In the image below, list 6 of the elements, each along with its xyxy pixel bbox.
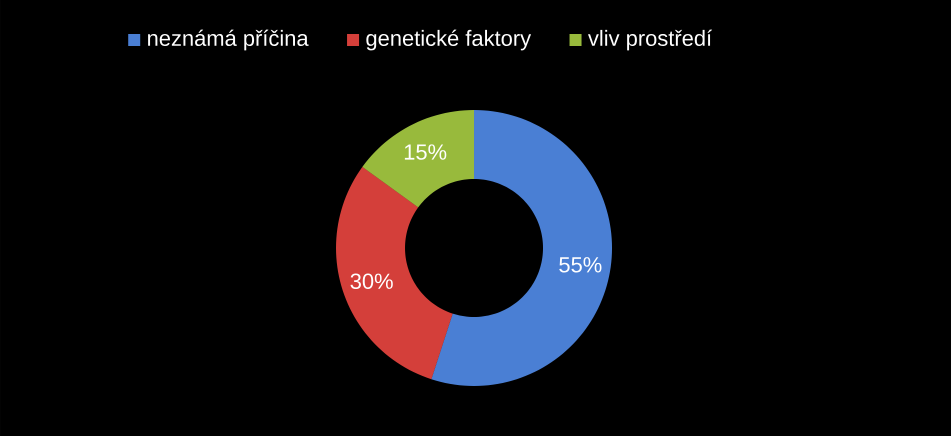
legend-label: neznámá příčina [148, 30, 309, 50]
data-label: 55% [559, 257, 602, 273]
legend-label: vliv prostředí [588, 30, 712, 50]
legend-label: genetické faktory [366, 30, 532, 50]
data-label: 15% [404, 144, 446, 160]
data-label: 30% [350, 273, 393, 290]
